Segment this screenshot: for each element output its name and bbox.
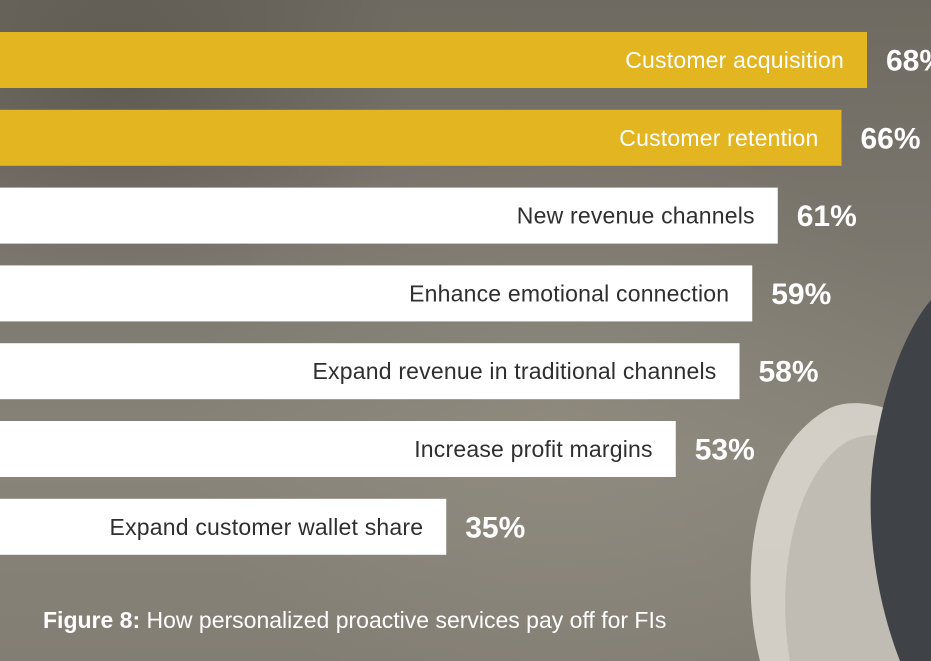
bar bbox=[0, 498, 447, 555]
person-shape bbox=[870, 300, 931, 661]
value-label: 58% bbox=[759, 356, 819, 389]
bar-label: Customer acquisition bbox=[625, 47, 844, 73]
value-label: 61% bbox=[797, 200, 857, 233]
bar bbox=[0, 32, 867, 88]
bar-label: Enhance emotional connection bbox=[409, 280, 729, 306]
bar-label: Expand revenue in traditional channels bbox=[313, 358, 717, 384]
bar-label: New revenue channels bbox=[517, 203, 755, 229]
caption-text: How personalized proactive services pay … bbox=[140, 607, 667, 633]
bar-label: Increase profit margins bbox=[414, 436, 653, 462]
bar-label: Expand customer wallet share bbox=[110, 514, 424, 540]
bar-label: Customer retention bbox=[619, 125, 818, 151]
figure-number: Figure 8: bbox=[43, 607, 141, 633]
bar bbox=[0, 421, 676, 477]
bar bbox=[0, 109, 842, 166]
value-label: 35% bbox=[465, 511, 525, 544]
value-label: 66% bbox=[861, 122, 921, 155]
bar bbox=[0, 187, 778, 244]
bar bbox=[0, 343, 740, 400]
value-label: 53% bbox=[695, 434, 755, 467]
value-label: 59% bbox=[771, 278, 831, 311]
bar bbox=[0, 265, 753, 322]
figure-caption: Figure 8: How personalized proactive ser… bbox=[43, 607, 666, 634]
value-label: 68% bbox=[886, 45, 931, 78]
